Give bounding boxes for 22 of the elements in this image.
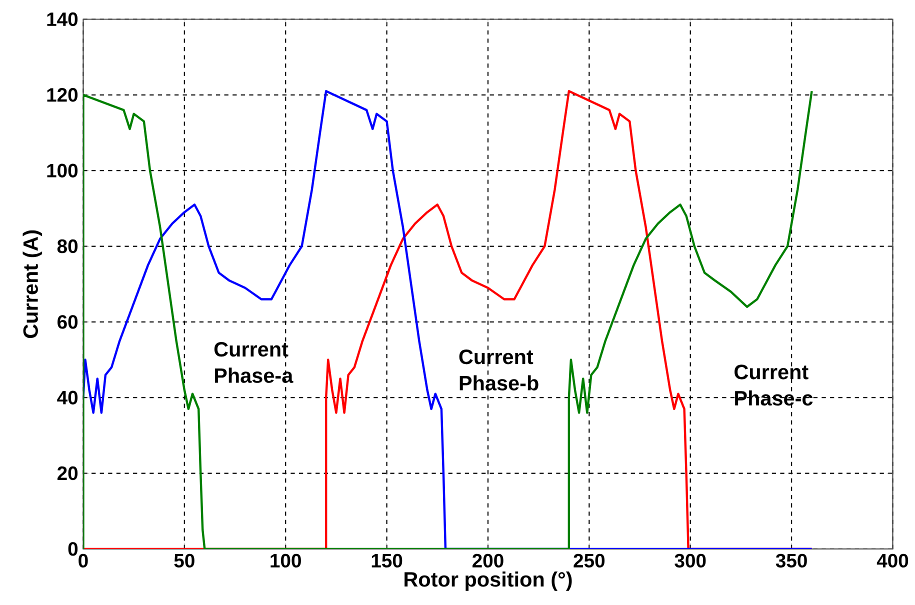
y-tick-label: 20 <box>57 466 78 480</box>
x-tick-label: 300 <box>674 554 706 568</box>
x-tick-label: 150 <box>372 554 402 568</box>
x-tick-label: 100 <box>270 554 301 568</box>
annotation: Current Phase-a <box>214 342 294 383</box>
y-tick-label: 140 <box>47 12 78 26</box>
y-axis-title: Current (A) <box>22 230 42 338</box>
y-tick-label: 80 <box>57 239 78 254</box>
y-tick-label: 100 <box>47 164 78 178</box>
y-tick-label: 40 <box>57 390 78 404</box>
y-tick-label: 120 <box>47 88 78 102</box>
x-tick-label: 400 <box>876 554 908 568</box>
x-tick-label: 0 <box>78 554 88 568</box>
annotation: Current Phase-b <box>459 349 538 390</box>
x-tick-label: 250 <box>574 554 605 568</box>
x-axis-title: Rotor position (°) <box>404 571 572 591</box>
x-tick-label: 50 <box>174 554 194 568</box>
y-tick-label: 0 <box>68 542 78 556</box>
x-tick-label: 200 <box>472 554 504 568</box>
x-tick-label: 350 <box>776 554 807 568</box>
y-tick-label: 60 <box>58 314 78 329</box>
annotation: Current Phase-c <box>734 364 813 406</box>
